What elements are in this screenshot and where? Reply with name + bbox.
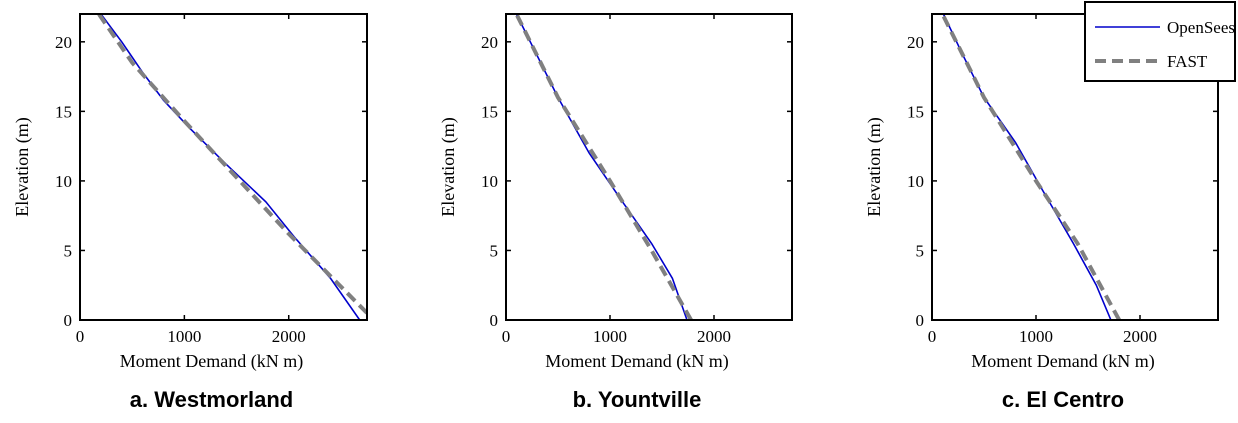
chart-caption: a. Westmorland xyxy=(130,387,293,412)
y-tick-label: 5 xyxy=(490,241,499,260)
y-tick-label: 20 xyxy=(907,33,924,52)
y-tick-label: 0 xyxy=(916,311,925,330)
y-tick-label: 20 xyxy=(55,33,72,52)
x-tick-label: 1000 xyxy=(167,327,201,346)
y-tick-label: 5 xyxy=(916,241,925,260)
x-axis-label: Moment Demand (kN m) xyxy=(120,351,303,372)
chart-panel-1: 0 1000 2000 0 5 10 15 20 Moment Demand (kN m) Ele… xyxy=(12,13,368,412)
x-tick-label: 1000 xyxy=(593,327,627,346)
y-tick-label: 0 xyxy=(490,311,499,330)
axes-frame xyxy=(79,13,368,321)
x-tick-label: 2000 xyxy=(272,327,306,346)
axes-frame xyxy=(505,13,793,321)
y-tick-label: 10 xyxy=(55,172,72,191)
axes-frame xyxy=(931,13,1219,321)
legend: OpenSees FAST xyxy=(1084,1,1236,82)
series-line-opensees xyxy=(100,14,361,320)
y-tick-label: 0 xyxy=(64,311,73,330)
x-tick-label: 2000 xyxy=(697,327,731,346)
y-axis-label: Elevation (m) xyxy=(12,117,33,216)
x-axis-label: Moment Demand (kN m) xyxy=(545,351,728,372)
y-axis-label: Elevation (m) xyxy=(438,117,459,216)
series-line-fast xyxy=(97,14,367,315)
x-tick-label: 0 xyxy=(502,327,511,346)
legend-label-opensees: OpenSees xyxy=(1167,18,1235,37)
x-tick-label: 0 xyxy=(928,327,937,346)
x-axis-label: Moment Demand (kN m) xyxy=(971,351,1154,372)
y-tick-label: 15 xyxy=(55,102,72,121)
x-tick-label: 0 xyxy=(76,327,85,346)
chart-caption: b. Yountville xyxy=(573,387,702,412)
chart-caption: c. El Centro xyxy=(1002,387,1124,412)
y-tick-label: 10 xyxy=(481,172,498,191)
x-tick-label: 2000 xyxy=(1123,327,1157,346)
series-line-fast xyxy=(940,14,1121,320)
y-axis-label: Elevation (m) xyxy=(864,117,885,216)
legend-label-fast: FAST xyxy=(1167,52,1208,71)
legend-box xyxy=(1084,1,1236,82)
y-tick-label: 15 xyxy=(481,102,498,121)
x-tick-label: 1000 xyxy=(1019,327,1053,346)
y-tick-label: 5 xyxy=(64,241,73,260)
y-tick-label: 10 xyxy=(907,172,924,191)
series-line-fast xyxy=(514,14,693,320)
chart-panel-2: 0 1000 2000 0 5 10 15 20 Moment Demand (kN m) Ele… xyxy=(438,13,793,412)
y-tick-label: 20 xyxy=(481,33,498,52)
y-tick-label: 15 xyxy=(907,102,924,121)
chart-panel-3: 0 1000 2000 0 5 10 15 20 Moment Demand (kN m) Ele… xyxy=(864,1,1236,412)
